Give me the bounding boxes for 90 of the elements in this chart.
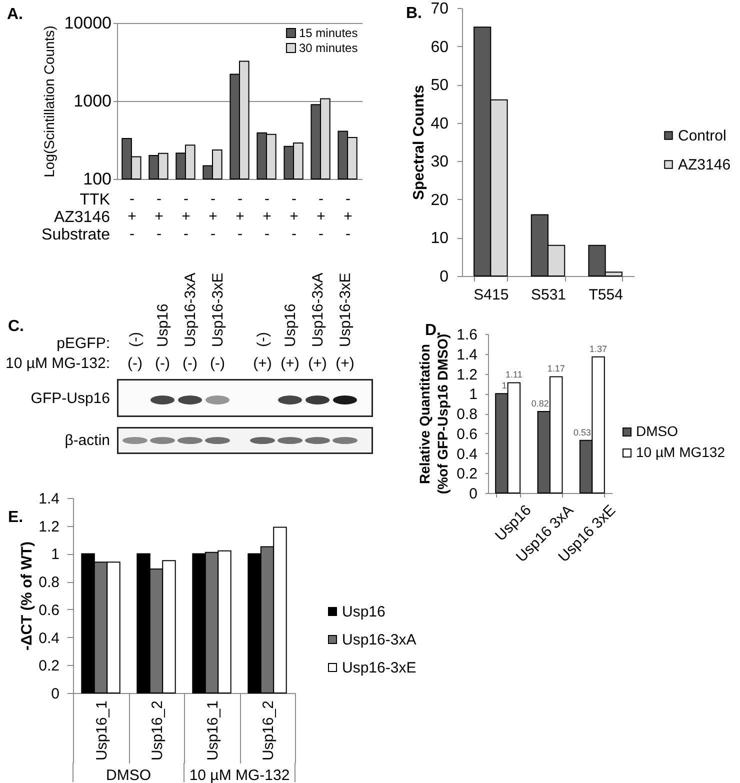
x-tick-label: - + - — [344, 190, 353, 242]
text: (+) — [336, 355, 354, 372]
data-label: 1.37 — [590, 344, 608, 354]
y-tick-label: 10 — [430, 230, 449, 248]
legend-label: Usp16 — [342, 604, 386, 620]
y-tick-label: 1 — [51, 546, 60, 564]
legend-label: 10 µM MG132 — [636, 444, 726, 460]
x-tick-label: S531 — [530, 286, 566, 304]
category-label: Usp16-3xA — [310, 272, 326, 347]
text: E. — [8, 509, 24, 526]
y-tick-label: 0.8 — [38, 574, 60, 592]
text: (-) — [128, 355, 142, 372]
chart-title: A. — [7, 6, 23, 23]
text: DMSO — [106, 767, 151, 783]
y-tick-label: 1000 — [74, 92, 112, 110]
text: 10 µM MG-132: — [5, 355, 110, 372]
data-label: 1 — [502, 380, 507, 391]
legend-label: 15 minutes — [299, 26, 358, 40]
x-tick-label: - + - — [154, 190, 164, 242]
x-tick-label: - + - — [262, 190, 272, 242]
y-tick-label: 100 — [83, 170, 112, 188]
text: AZ3146 — [54, 208, 110, 226]
y-tick-label: 0.8 — [456, 406, 478, 423]
y-tick-label: 1.6 — [456, 326, 478, 344]
category-label: (-) — [127, 332, 144, 347]
x-tick-label: Usp16_2 — [260, 700, 277, 761]
chart-title: B. — [406, 5, 422, 22]
data-label: 0.82 — [531, 398, 549, 409]
text: (+) — [308, 355, 327, 372]
x-tick-label: - + - — [316, 190, 326, 242]
y-axis-title: Spectral Counts — [410, 84, 428, 200]
text: TTK — [80, 191, 110, 208]
y-tick-label: 1.2 — [456, 366, 478, 384]
x-tick-label: Usp16_2 — [148, 700, 166, 761]
category-label: (-) — [254, 332, 272, 347]
category-label: Usp16-3xE — [210, 272, 226, 347]
text: GFP-Usp16 — [30, 390, 110, 407]
y-tick-label: 0 — [51, 686, 60, 702]
y-tick-label: 0.2 — [456, 466, 478, 483]
y-tick-label: 0 — [440, 268, 449, 286]
legend-label: Usp16-3xE — [342, 660, 416, 676]
y-tick-label: 60 — [430, 38, 449, 56]
legend-label: Usp16-3xA — [342, 632, 416, 648]
x-tick-label: - + - — [182, 190, 191, 242]
x-tick-label: - + - — [290, 190, 299, 242]
y-tick-label: 1.4 — [456, 346, 478, 364]
y-tick-label: 10000 — [64, 14, 112, 32]
x-tick-label: T554 — [588, 286, 623, 304]
text: (-) — [155, 355, 170, 372]
y-axis-title: -ΔCT (% of WT) — [18, 541, 36, 651]
y-tick-label: 0.6 — [38, 602, 60, 619]
x-tick-label: - + - — [128, 190, 137, 242]
y-tick-label: 0 — [469, 486, 478, 502]
y-tick-label: 40 — [430, 115, 449, 132]
text: (+) — [253, 355, 272, 372]
legend-label: 30 minutes — [299, 41, 358, 55]
x-tick-label: - + - — [208, 190, 218, 242]
text: Substrate — [42, 226, 110, 244]
text: (+) — [280, 355, 300, 372]
data-label: 0.53 — [574, 427, 592, 438]
y-tick-label: 1 — [469, 386, 478, 404]
text: pEGFP: — [56, 335, 110, 352]
y-tick-label: 20 — [430, 192, 449, 209]
y-tick-label: 0.6 — [456, 426, 478, 443]
category-label: Usp16-3xE — [337, 272, 354, 347]
y-tick-label: 0.4 — [38, 630, 60, 647]
text: β-actin — [64, 432, 110, 449]
x-tick-label: Usp16_1 — [93, 700, 110, 761]
x-tick-label: S415 — [474, 286, 509, 304]
text: 10 µM MG-132 — [189, 767, 290, 783]
legend-label: AZ3146 — [678, 156, 731, 174]
text: C. — [8, 318, 24, 335]
y-tick-label: 0.2 — [38, 658, 60, 675]
legend-label: DMSO — [636, 423, 678, 439]
data-label: 1.11 — [506, 370, 522, 380]
y-tick-label: 1.4 — [38, 490, 60, 508]
y-axis-title: Log(Scintillation Counts) — [41, 26, 58, 178]
text: (-) — [210, 355, 225, 372]
legend-label: Control — [678, 128, 726, 144]
x-tick-label: - + - — [236, 190, 245, 242]
y-tick-label: 0.4 — [456, 446, 478, 463]
y-axis-title: Relative Quantitation (%of GFP-Usp16 DMSO) — [416, 334, 451, 494]
y-tick-label: 50 — [430, 77, 449, 94]
x-tick-label: Usp16_1 — [204, 700, 222, 761]
y-tick-label: 30 — [430, 154, 449, 171]
category-label: Usp16-3xA — [182, 272, 199, 347]
data-label: 1.17 — [547, 364, 565, 374]
text: (-) — [182, 355, 198, 372]
y-tick-label: 1.2 — [38, 518, 60, 536]
y-tick-label: 70 — [430, 0, 449, 18]
